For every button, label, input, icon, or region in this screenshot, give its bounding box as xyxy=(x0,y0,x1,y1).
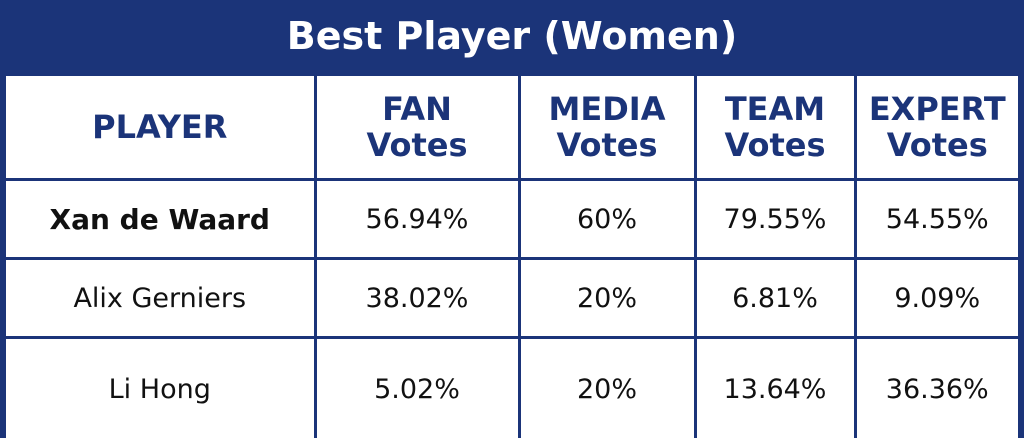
table-row: Li Hong 5.02% 20% 13.64% 36.36% xyxy=(6,336,1018,438)
table-row: Xan de Waard 56.94% 60% 79.55% 54.55% xyxy=(6,178,1018,260)
header-media-line2: Votes xyxy=(556,126,658,164)
player-name: Li Hong xyxy=(6,336,317,438)
header-team-line2: Votes xyxy=(724,126,826,164)
media-votes-value: 20% xyxy=(517,257,697,339)
header-fan-votes: FAN Votes xyxy=(313,76,521,181)
team-votes-value: 6.81% xyxy=(693,257,857,339)
header-row: PLAYER FAN Votes MEDIA Votes TEAM Votes … xyxy=(6,76,1018,181)
media-votes-value: 60% xyxy=(517,178,697,260)
header-expert-votes: EXPERT Votes xyxy=(853,76,1018,181)
header-fan-line2: Votes xyxy=(366,126,468,164)
player-name: Xan de Waard xyxy=(6,178,317,260)
header-media-votes: MEDIA Votes xyxy=(517,76,697,181)
fan-votes-value: 38.02% xyxy=(313,257,521,339)
expert-votes-value: 36.36% xyxy=(853,336,1018,438)
table-row: Alix Gerniers 38.02% 20% 6.81% 9.09% xyxy=(6,257,1018,339)
fan-votes-value: 56.94% xyxy=(313,178,521,260)
header-expert-line1: EXPERT xyxy=(868,90,1006,128)
header-fan-line1: FAN xyxy=(382,90,452,128)
page-title: Best Player (Women) xyxy=(286,14,738,58)
header-player-label: PLAYER xyxy=(92,108,228,146)
team-votes-value: 13.64% xyxy=(693,336,857,438)
title-bar: Best Player (Women) xyxy=(6,0,1018,76)
header-expert-line2: Votes xyxy=(886,126,988,164)
header-team-line1: TEAM xyxy=(724,90,826,128)
header-media-line1: MEDIA xyxy=(548,90,666,128)
team-votes-value: 79.55% xyxy=(693,178,857,260)
header-player: PLAYER xyxy=(6,76,317,181)
media-votes-value: 20% xyxy=(517,336,697,438)
expert-votes-value: 54.55% xyxy=(853,178,1018,260)
expert-votes-value: 9.09% xyxy=(853,257,1018,339)
player-name: Alix Gerniers xyxy=(6,257,317,339)
header-team-votes: TEAM Votes xyxy=(693,76,857,181)
fan-votes-value: 5.02% xyxy=(313,336,521,438)
results-table: PLAYER FAN Votes MEDIA Votes TEAM Votes … xyxy=(6,76,1018,438)
